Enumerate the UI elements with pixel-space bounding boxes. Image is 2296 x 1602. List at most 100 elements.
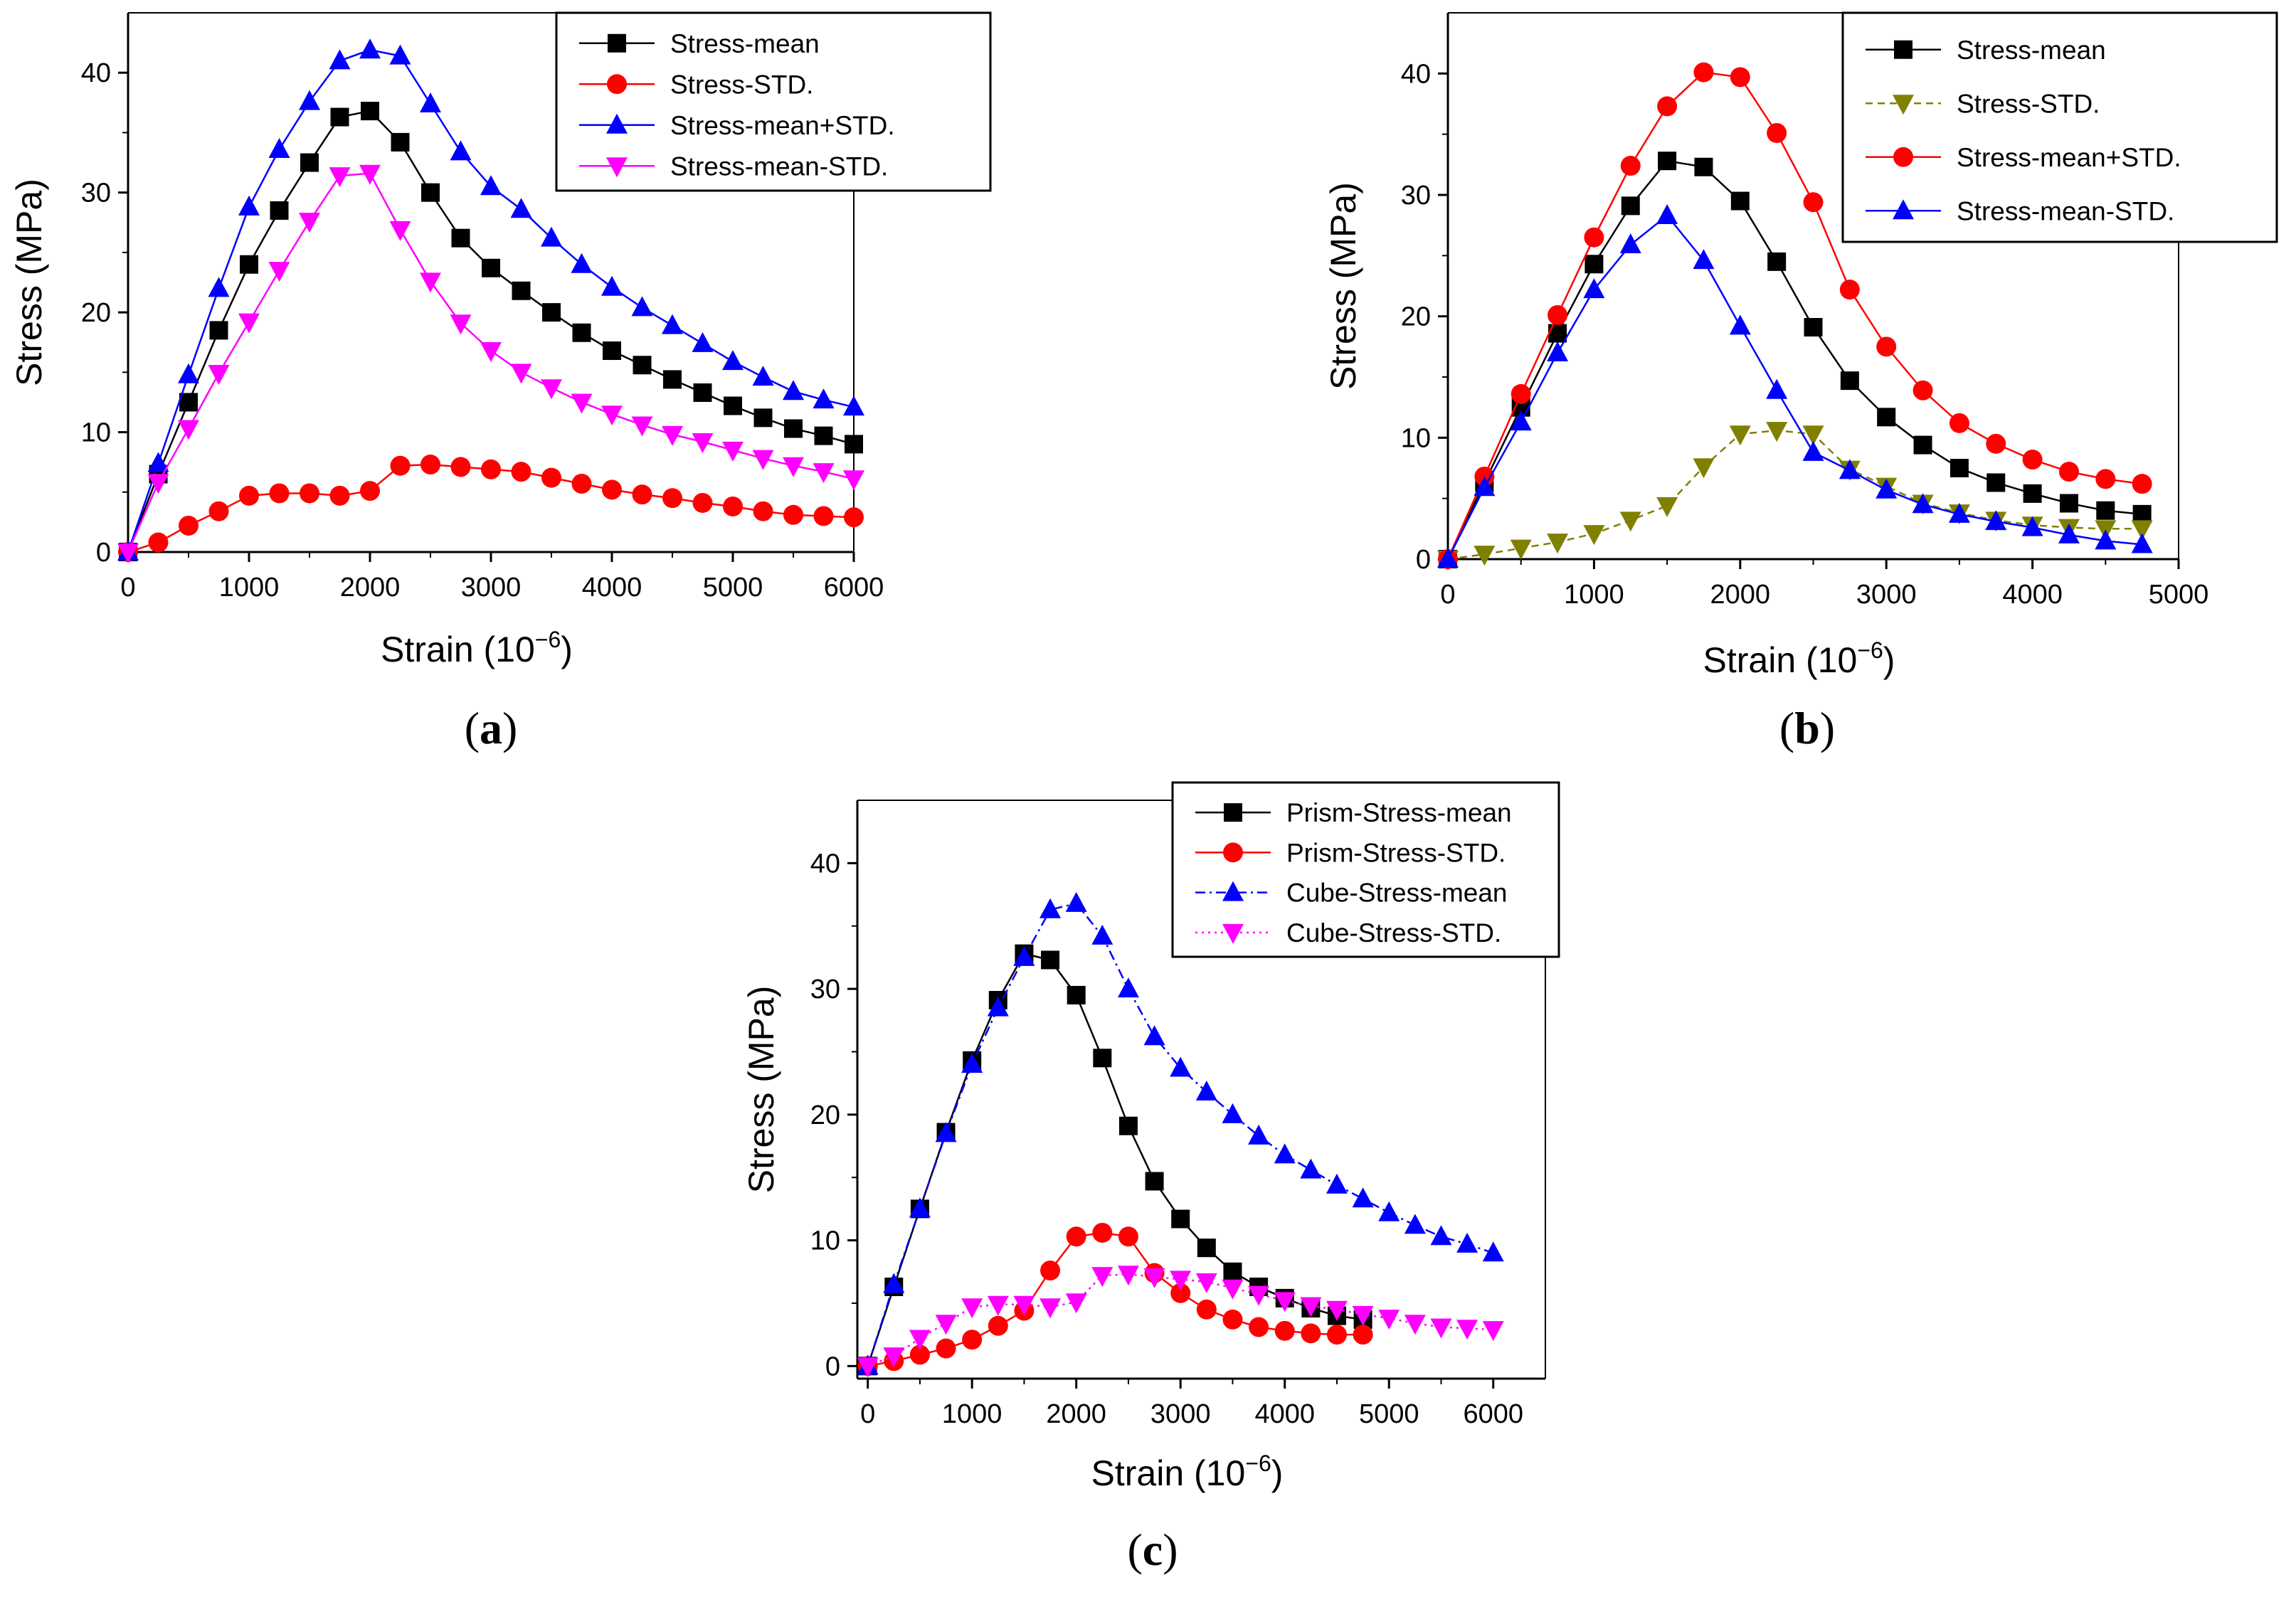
x-tick-label: 1000 xyxy=(942,1399,1002,1429)
data-point xyxy=(601,275,623,296)
data-point xyxy=(1548,304,1568,325)
x-axis-label: Strain (10−6) xyxy=(1703,637,1895,680)
data-point xyxy=(542,303,561,322)
data-point xyxy=(723,496,743,516)
y-tick-label: 10 xyxy=(810,1226,840,1256)
data-point xyxy=(510,364,532,384)
y-tick-label: 30 xyxy=(1401,181,1431,211)
legend: Prism-Stress-mean Prism-Stress-STD. Cube-S… xyxy=(1171,781,1560,958)
data-point xyxy=(1274,1320,1295,1341)
data-point xyxy=(1619,233,1641,253)
data-point xyxy=(1352,1305,1374,1326)
data-point xyxy=(238,313,260,334)
data-point xyxy=(1039,898,1062,918)
data-point xyxy=(1039,1298,1062,1319)
series-3 xyxy=(857,891,1504,1375)
data-point xyxy=(361,102,379,121)
data-point xyxy=(603,341,621,361)
y-tick-label: 40 xyxy=(1401,59,1431,89)
data-point xyxy=(330,107,349,127)
panel-label: (c) xyxy=(1127,1524,1178,1575)
y-tick-label: 40 xyxy=(81,58,111,88)
data-point xyxy=(1378,1201,1400,1221)
data-point xyxy=(1839,459,1861,479)
data-point xyxy=(844,507,864,528)
series-3 xyxy=(117,38,864,561)
data-point xyxy=(631,296,653,317)
data-point xyxy=(783,504,803,525)
panel-b: 0 1000 2000 3000 4000 5000 0 10 20 30 40 Strain (10… xyxy=(1323,11,2278,753)
data-point xyxy=(1326,1173,1348,1194)
data-point xyxy=(1658,152,1677,171)
legend-marker xyxy=(1894,40,1913,59)
data-point xyxy=(662,425,683,446)
data-point xyxy=(571,253,593,273)
data-point xyxy=(1693,249,1715,270)
data-point xyxy=(784,419,803,438)
y-tick-label: 0 xyxy=(1416,545,1431,575)
legend-marker xyxy=(1223,842,1243,863)
data-point xyxy=(1802,440,1824,461)
data-point xyxy=(1876,478,1898,499)
data-point xyxy=(208,365,230,386)
data-point xyxy=(783,457,804,477)
series-4 xyxy=(117,164,864,563)
data-point xyxy=(238,195,260,216)
data-point xyxy=(1693,62,1714,83)
x-tick-label: 6000 xyxy=(1463,1399,1523,1429)
data-point xyxy=(1804,318,1823,337)
data-point xyxy=(1274,1292,1296,1312)
data-point xyxy=(909,1197,931,1218)
data-point xyxy=(481,459,501,479)
legend-marker xyxy=(1893,147,1913,167)
y-tick-label: 0 xyxy=(825,1352,840,1381)
data-point xyxy=(724,396,742,415)
legend-marker xyxy=(1224,803,1242,822)
legend-label: Cube-Stress-STD. xyxy=(1286,918,1501,948)
data-point xyxy=(1620,156,1641,176)
y-axis-label: Stress (MPa) xyxy=(1323,182,1363,390)
data-point xyxy=(1585,255,1604,274)
data-point xyxy=(1197,1238,1216,1258)
x-tick-label: 2000 xyxy=(340,573,401,603)
data-point xyxy=(268,262,290,282)
data-point xyxy=(631,416,653,437)
data-point xyxy=(935,1315,957,1335)
data-point xyxy=(510,198,532,218)
data-point xyxy=(571,473,592,494)
data-point xyxy=(692,331,714,352)
legend-marker xyxy=(606,113,628,134)
data-point xyxy=(1730,191,1750,211)
data-point xyxy=(2131,520,2153,541)
data-point xyxy=(1729,425,1751,446)
data-point xyxy=(480,175,502,196)
data-point xyxy=(753,408,773,428)
data-point xyxy=(2059,494,2078,513)
x-tick-label: 4000 xyxy=(1254,1399,1315,1429)
data-point xyxy=(117,543,139,563)
data-point xyxy=(1274,1143,1296,1164)
data-point xyxy=(178,420,199,440)
legend-label: Stress-STD. xyxy=(670,70,813,99)
data-point xyxy=(451,228,470,248)
data-point xyxy=(1802,425,1824,446)
data-point xyxy=(482,258,500,277)
data-point xyxy=(147,474,169,494)
data-point xyxy=(541,226,562,247)
data-point xyxy=(1196,1299,1217,1320)
data-point xyxy=(2058,462,2079,482)
data-point xyxy=(988,1315,1008,1336)
x-tick-label: 0 xyxy=(1440,580,1455,610)
data-point xyxy=(299,213,320,233)
data-point xyxy=(1986,433,2006,454)
x-tick-label: 6000 xyxy=(824,573,884,603)
data-point xyxy=(511,462,531,482)
data-point xyxy=(662,314,683,334)
data-point xyxy=(1547,534,1569,554)
legend-label: Stress-mean-STD. xyxy=(670,152,888,181)
data-point xyxy=(269,483,290,504)
data-point xyxy=(1482,1241,1504,1262)
series-4 xyxy=(857,1266,1504,1378)
data-point xyxy=(752,366,774,386)
